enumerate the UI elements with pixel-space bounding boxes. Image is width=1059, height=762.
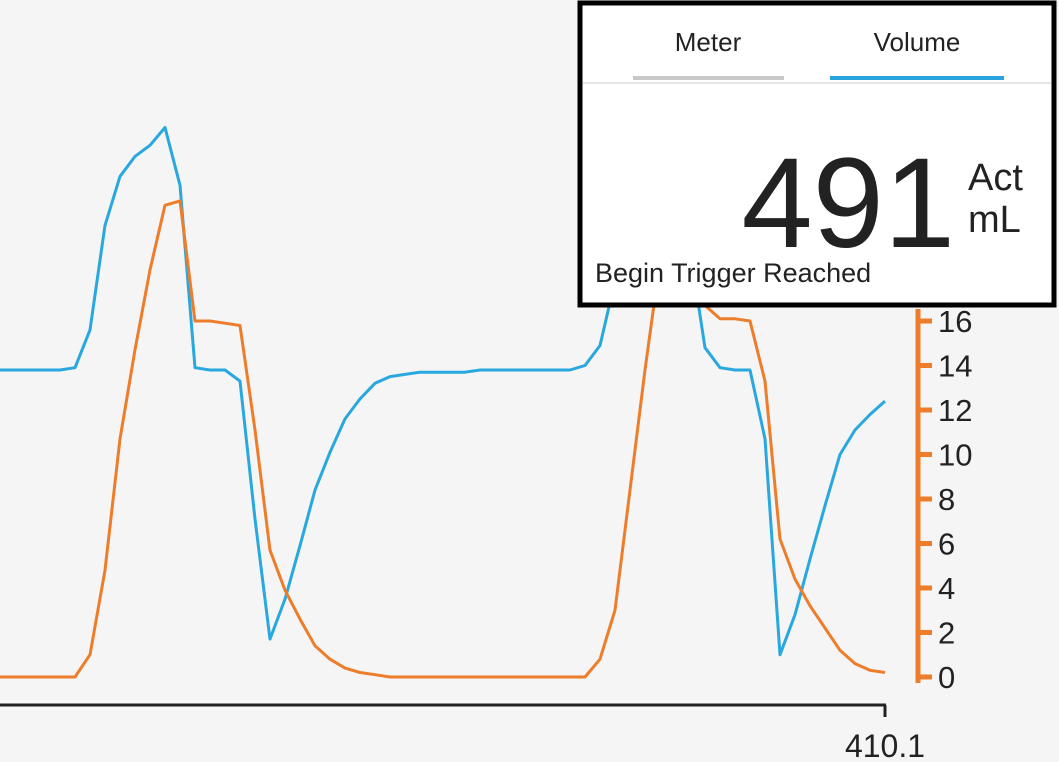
y-tick-label: 14 [938, 349, 972, 384]
y-tick-label: 10 [938, 438, 972, 473]
y-tick-label: 4 [938, 571, 955, 606]
y-tick-label: 12 [938, 393, 972, 428]
x-tick-label: 410.1 [845, 728, 925, 762]
y-tick-label: 8 [938, 482, 955, 517]
y-tick-label: 6 [938, 526, 955, 561]
tab[interactable]: Meter [675, 27, 742, 57]
status-message: Begin Trigger Reached [595, 258, 871, 288]
chart: 410.1 0 2 4 6 8 10 12 14 16 [0, 126, 972, 762]
tab-underline [830, 76, 1004, 80]
panel-frame [577, 0, 1057, 308]
series-line [0, 126, 886, 657]
y-tick-label: 16 [938, 304, 972, 339]
y-tick-label: 2 [938, 615, 955, 650]
series-line [0, 199, 886, 679]
volume-value: 491 [741, 132, 955, 275]
unit: Act [968, 157, 1023, 199]
unit: mL [968, 199, 1021, 241]
tab[interactable]: Volume [874, 27, 961, 57]
tab-underline [633, 76, 784, 80]
y-tick-label: 0 [938, 660, 955, 695]
readout-panel: Meter Volume 491 Act mL Begin Trigger Re… [577, 0, 1057, 308]
